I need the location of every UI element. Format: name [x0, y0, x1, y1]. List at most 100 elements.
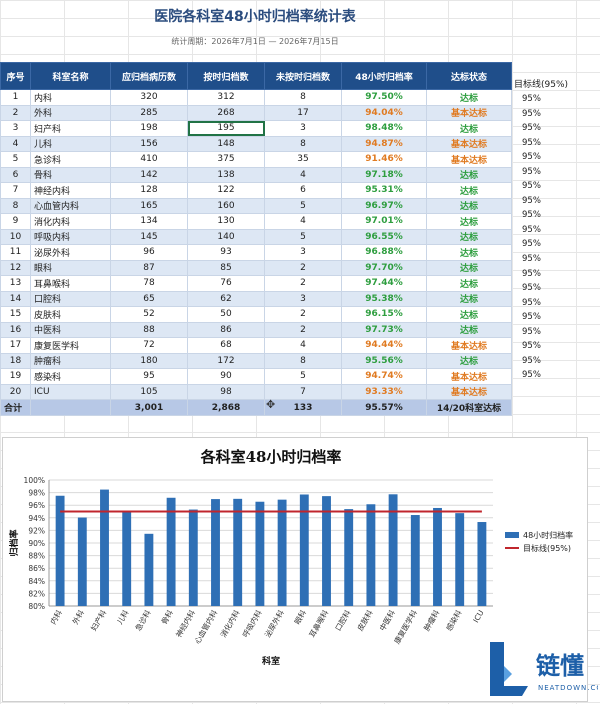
row-status[interactable]: 达标 [426, 228, 512, 245]
row-due[interactable]: 105 [110, 383, 188, 400]
row-dept[interactable]: 神经内科 [30, 182, 111, 199]
row-ontime[interactable]: 93 [187, 244, 265, 261]
row-rate[interactable]: 94.44% [341, 337, 427, 354]
row-ontime[interactable]: 90 [187, 368, 265, 385]
target-value[interactable]: 95% [522, 254, 541, 265]
row-due[interactable]: 96 [110, 244, 188, 261]
row-late[interactable]: 2 [264, 321, 342, 338]
row-dept[interactable]: 眼科 [30, 259, 111, 276]
target-value[interactable]: 95% [522, 166, 541, 177]
row-due[interactable]: 145 [110, 228, 188, 245]
row-rate[interactable]: 97.50% [341, 89, 427, 106]
totals-rate[interactable]: 95.57% [341, 399, 427, 416]
target-value[interactable]: 95% [522, 341, 541, 352]
target-value[interactable]: 95% [522, 326, 541, 337]
target-value[interactable]: 95% [522, 210, 541, 221]
row-due[interactable]: 88 [110, 321, 188, 338]
row-rate[interactable]: 94.74% [341, 368, 427, 385]
row-no[interactable]: 12 [0, 259, 31, 276]
target-header[interactable]: 目标线(95%) [514, 80, 569, 90]
row-ontime[interactable]: 160 [187, 197, 265, 214]
row-status[interactable]: 达标 [426, 275, 512, 292]
target-value[interactable]: 95% [522, 123, 541, 134]
row-due[interactable]: 198 [110, 120, 188, 137]
row-no[interactable]: 14 [0, 290, 31, 307]
row-status[interactable]: 达标 [426, 290, 512, 307]
target-value[interactable]: 95% [522, 370, 541, 381]
row-rate[interactable]: 95.56% [341, 352, 427, 369]
row-dept[interactable]: 急诊科 [30, 151, 111, 168]
col-header-status[interactable]: 达标状态 [426, 62, 512, 90]
row-rate[interactable]: 96.55% [341, 228, 427, 245]
row-rate[interactable]: 97.44% [341, 275, 427, 292]
row-late[interactable]: 6 [264, 182, 342, 199]
row-rate[interactable]: 91.46% [341, 151, 427, 168]
row-late[interactable]: 8 [264, 135, 342, 152]
row-due[interactable]: 72 [110, 337, 188, 354]
row-no[interactable]: 4 [0, 135, 31, 152]
totals-status[interactable]: 14/20科室达标 [426, 399, 512, 416]
row-no[interactable]: 2 [0, 104, 31, 121]
row-due[interactable]: 128 [110, 182, 188, 199]
row-no[interactable]: 11 [0, 244, 31, 261]
row-dept[interactable]: 泌尿外科 [30, 244, 111, 261]
row-late[interactable]: 3 [264, 290, 342, 307]
row-rate[interactable]: 97.18% [341, 166, 427, 183]
row-dept[interactable]: 内科 [30, 89, 111, 106]
row-status[interactable]: 达标 [426, 89, 512, 106]
row-no[interactable]: 3 [0, 120, 31, 137]
row-dept[interactable]: 消化内科 [30, 213, 111, 230]
row-status[interactable]: 达标 [426, 166, 512, 183]
row-due[interactable]: 78 [110, 275, 188, 292]
row-late[interactable]: 5 [264, 228, 342, 245]
target-value[interactable]: 95% [522, 268, 541, 279]
row-no[interactable]: 20 [0, 383, 31, 400]
col-header-rate[interactable]: 48小时归档率 [341, 62, 427, 90]
row-no[interactable]: 9 [0, 213, 31, 230]
row-rate[interactable]: 94.87% [341, 135, 427, 152]
row-no[interactable]: 19 [0, 368, 31, 385]
col-header-late[interactable]: 未按时归档数 [264, 62, 342, 90]
row-late[interactable]: 4 [264, 213, 342, 230]
row-status[interactable]: 基本达标 [426, 135, 512, 152]
target-value[interactable]: 95% [522, 94, 541, 104]
row-status[interactable]: 达标 [426, 244, 512, 261]
totals-late[interactable]: 133 [264, 399, 342, 416]
col-header-no[interactable]: 序号 [0, 62, 31, 90]
row-status[interactable]: 基本达标 [426, 337, 512, 354]
row-due[interactable]: 65 [110, 290, 188, 307]
target-value[interactable]: 95% [522, 152, 541, 163]
row-rate[interactable]: 95.38% [341, 290, 427, 307]
row-ontime[interactable]: 148 [187, 135, 265, 152]
row-late[interactable]: 2 [264, 275, 342, 292]
row-late[interactable]: 35 [264, 151, 342, 168]
row-late[interactable]: 17 [264, 104, 342, 121]
row-ontime[interactable]: 98 [187, 383, 265, 400]
row-rate[interactable]: 94.04% [341, 104, 427, 121]
target-value[interactable]: 95% [522, 239, 541, 250]
row-due[interactable]: 285 [110, 104, 188, 121]
row-ontime[interactable]: 375 [187, 151, 265, 168]
row-dept[interactable]: 耳鼻喉科 [30, 275, 111, 292]
row-due[interactable]: 156 [110, 135, 188, 152]
row-no[interactable]: 10 [0, 228, 31, 245]
chart-object[interactable]: 各科室48小时归档率 80% 82% 84% 86% 88% 90% 92% 94% 96% 98%… [2, 437, 588, 702]
row-dept[interactable]: 中医科 [30, 321, 111, 338]
row-ontime[interactable]: 122 [187, 182, 265, 199]
row-dept[interactable]: 心血管内科 [30, 197, 111, 214]
row-no[interactable]: 8 [0, 197, 31, 214]
target-value[interactable]: 95% [522, 108, 541, 119]
row-ontime[interactable]: 62 [187, 290, 265, 307]
row-status[interactable]: 达标 [426, 321, 512, 338]
row-status[interactable]: 基本达标 [426, 104, 512, 121]
row-ontime[interactable]: 68 [187, 337, 265, 354]
totals-empty[interactable] [30, 399, 111, 416]
row-no[interactable]: 5 [0, 151, 31, 168]
row-due[interactable]: 320 [110, 89, 188, 106]
row-status[interactable]: 达标 [426, 259, 512, 276]
row-no[interactable]: 18 [0, 352, 31, 369]
row-due[interactable]: 142 [110, 166, 188, 183]
row-late[interactable]: 3 [264, 244, 342, 261]
row-dept[interactable]: 儿科 [30, 135, 111, 152]
